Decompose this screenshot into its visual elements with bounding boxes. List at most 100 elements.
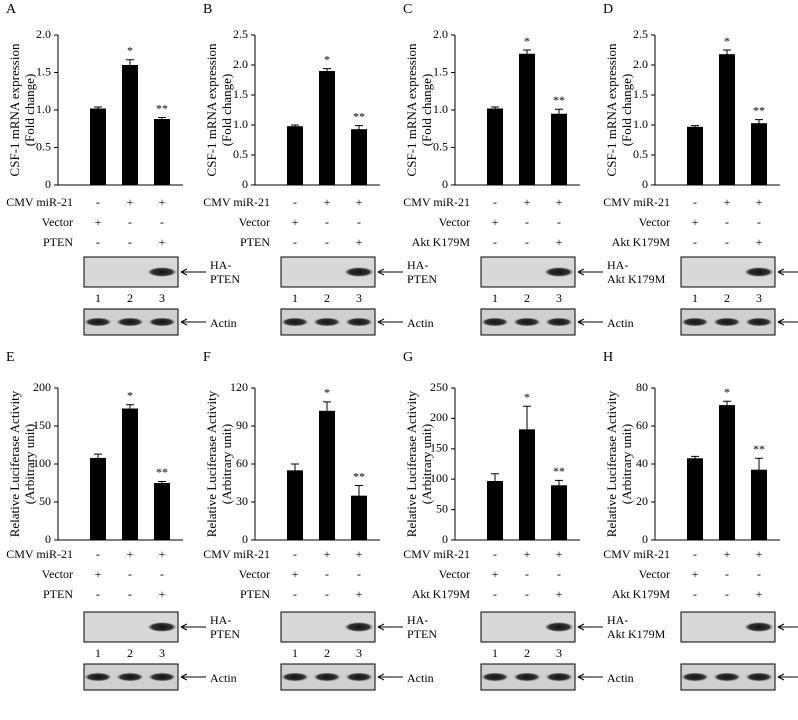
bar [90,457,106,540]
lane-number: 3 [756,291,762,305]
y-tick-label: 0.5 [433,139,448,153]
lane-number: 1 [292,646,298,660]
bar [487,108,503,185]
arrow [577,673,603,681]
y-axis-label: CSF-1 mRNA expression [204,43,219,176]
condition-mark: - [557,215,561,229]
condition-mark: - [725,587,729,601]
significance-mark: * [524,390,530,404]
y-axis-label: (Arbitrary unit) [219,424,234,505]
y-tick-label: 50 [436,501,448,515]
error-bar [291,124,299,128]
y-tick-label: 2.0 [433,27,448,41]
error-bar [523,405,531,453]
y-tick-label: 60 [636,418,648,432]
bar [751,123,767,185]
blot-target-label: Akt K179M [607,627,666,641]
blot-band [116,672,144,682]
y-tick-label: 30 [236,494,248,508]
condition-mark: - [325,587,329,601]
blot-target-label: HA- [210,258,231,272]
y-tick-label: 1.5 [36,64,51,78]
y-tick-label: 60 [236,456,248,470]
lane-number: 3 [159,646,165,660]
bar [122,408,138,540]
blot-target-label: PTEN [210,272,240,286]
condition-mark: - [96,547,100,561]
arrow [377,318,403,326]
arrow [577,318,603,326]
y-tick-label: 2.5 [233,27,248,41]
lane-number: 1 [492,646,498,660]
blot-band [545,672,573,682]
blot-band [116,317,144,327]
lane-number: 3 [556,646,562,660]
lane-number: 2 [127,291,133,305]
condition-mark: + [324,195,331,209]
blot-target-label: HA- [407,613,428,627]
blot-target-label: HA- [607,613,628,627]
significance-mark: ** [753,442,765,456]
y-axis-label: (Fold change) [419,74,434,147]
condition-label: PTEN [240,587,270,601]
y-tick-label: 250 [430,380,448,394]
condition-mark: + [159,587,166,601]
blot-band [147,622,177,632]
condition-label: CMV miR-21 [403,195,470,209]
lane-number: 2 [324,291,330,305]
condition-label: Vector [639,567,670,581]
condition-label: CMV miR-21 [603,547,670,561]
error-bar [323,401,331,421]
arrow [777,673,798,681]
condition-mark: + [159,547,166,561]
y-tick-label: 150 [33,418,51,432]
error-bar [158,480,166,486]
arrow [180,318,206,326]
condition-mark: - [96,587,100,601]
arrow [577,623,603,631]
bar [519,53,535,185]
condition-label: CMV miR-21 [6,547,73,561]
panel-label: B [203,2,212,17]
condition-mark: - [357,567,361,581]
y-axis-label: (Arbitrary unit) [619,424,634,505]
condition-mark: + [692,567,699,581]
blot-band [545,317,573,327]
bar [719,405,735,540]
blot-band [148,317,176,327]
significance-mark: ** [753,103,765,117]
condition-label: Akt K179M [412,235,471,249]
significance-mark: * [724,34,730,48]
blot-band [713,672,741,682]
error-bar [755,119,763,128]
condition-mark: - [128,587,132,601]
condition-mark: - [160,215,164,229]
condition-mark: - [325,567,329,581]
y-tick-label: 1.5 [433,64,448,78]
y-tick-label: 1.5 [633,87,648,101]
panel: D CSF-1 mRNA expression (Fold change) 0 0.5 1… [603,2,798,336]
lane-number: 3 [159,291,165,305]
blot-control-label: Actin [607,671,634,685]
condition-mark: - [557,567,561,581]
panel: H Relative Luciferase Activity (Arbitrary … [603,350,798,691]
bar [687,458,703,540]
condition-label: Vector [239,215,270,229]
condition-mark: - [325,235,329,249]
condition-mark: - [96,235,100,249]
bar [719,54,735,186]
panel-label: G [403,350,413,365]
y-tick-label: 0.5 [36,139,51,153]
bar [551,485,567,540]
condition-mark: - [160,567,164,581]
condition-mark: + [127,547,134,561]
significance-mark: * [127,388,133,402]
y-tick-label: 100 [430,471,448,485]
y-tick-label: 1.5 [233,87,248,101]
error-bar [755,457,763,482]
condition-label: Vector [42,215,73,229]
lane-number: 1 [692,291,698,305]
